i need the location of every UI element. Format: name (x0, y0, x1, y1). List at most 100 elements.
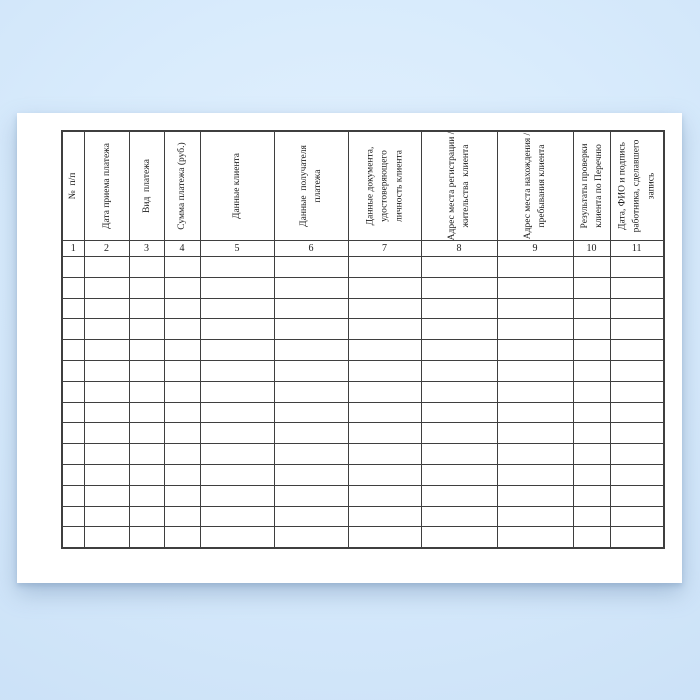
empty-cell (61, 380, 85, 403)
empty-cell (273, 505, 349, 528)
empty-cell (347, 422, 422, 445)
column-header-recipient-data: Данные получателя платежа (273, 130, 349, 241)
empty-cell (496, 401, 574, 424)
empty-cell (420, 256, 498, 278)
column-header-registration-address: Адрес места регистрации / жительства кли… (420, 130, 498, 241)
empty-cell (163, 526, 201, 549)
column-header-check-results: Результаты проверки клиента по Перечню (572, 130, 611, 241)
empty-cell (572, 484, 611, 507)
empty-cell (420, 463, 498, 486)
empty-cell (199, 505, 275, 528)
empty-cell (163, 401, 201, 424)
empty-cell (83, 256, 130, 278)
empty-cell (609, 484, 665, 507)
empty-cell (61, 297, 85, 320)
column-numbers-row: 1 2 3 4 5 6 7 8 9 10 11 (61, 240, 665, 257)
empty-cell (128, 505, 165, 528)
empty-cell (163, 505, 201, 528)
empty-cell (199, 526, 275, 549)
empty-cell (61, 359, 85, 382)
empty-cell (609, 359, 665, 382)
document-page: № п/п Дата приема платежа Вид платежа Су… (17, 113, 682, 583)
empty-cell (496, 526, 574, 549)
empty-cell (572, 401, 611, 424)
empty-cell (83, 505, 130, 528)
column-number: 4 (163, 240, 201, 257)
empty-cell (273, 297, 349, 320)
empty-cell (609, 422, 665, 445)
empty-row (61, 380, 665, 403)
empty-cell (347, 505, 422, 528)
empty-cell (420, 276, 498, 299)
empty-row (61, 443, 665, 465)
column-header-identity-document: Данные документа, удостоверяющего личнос… (347, 130, 422, 241)
empty-cell (609, 505, 665, 528)
empty-cell (273, 380, 349, 403)
empty-cell (609, 463, 665, 486)
empty-cell (128, 401, 165, 424)
empty-cell (199, 297, 275, 320)
column-header-label: Данные документа, удостоверяющего личнос… (365, 146, 404, 226)
empty-cell (128, 297, 165, 320)
empty-cell (273, 443, 349, 465)
empty-cell (496, 359, 574, 382)
empty-row (61, 422, 665, 445)
empty-cell (420, 318, 498, 341)
empty-cell (496, 256, 574, 278)
empty-cell (347, 463, 422, 486)
empty-cell (609, 297, 665, 320)
empty-cell (199, 339, 275, 361)
empty-cell (61, 422, 85, 445)
header-row: № п/п Дата приема платежа Вид платежа Су… (61, 130, 665, 241)
empty-cell (83, 359, 130, 382)
empty-cell (128, 318, 165, 341)
column-header-client-data: Данные клиента (199, 130, 275, 241)
empty-cell (420, 359, 498, 382)
empty-cell (496, 505, 574, 528)
empty-cell (128, 443, 165, 465)
empty-cell (273, 422, 349, 445)
empty-cell (420, 401, 498, 424)
empty-cell (572, 339, 611, 361)
empty-cell (273, 339, 349, 361)
empty-cell (199, 380, 275, 403)
empty-cell (572, 276, 611, 299)
empty-cell (199, 443, 275, 465)
payments-register-table: № п/п Дата приема платежа Вид платежа Су… (61, 130, 665, 550)
column-header-label: Результаты проверки клиента по Перечню (579, 143, 604, 229)
empty-cell (609, 339, 665, 361)
empty-cell (163, 443, 201, 465)
empty-cell (572, 443, 611, 465)
empty-cell (347, 484, 422, 507)
empty-cell (347, 443, 422, 465)
empty-cell (609, 526, 665, 549)
empty-cell (609, 318, 665, 341)
empty-cell (496, 380, 574, 403)
column-header-payment-amount: Сумма платежа (руб.) (163, 130, 201, 241)
empty-cell (83, 318, 130, 341)
empty-row (61, 526, 665, 549)
empty-cell (496, 484, 574, 507)
empty-cell (83, 276, 130, 299)
column-header-label: Данные клиента (231, 152, 242, 220)
column-header-payment-type: Вид платежа (128, 130, 165, 241)
empty-cell (199, 318, 275, 341)
empty-cell (199, 276, 275, 299)
empty-cell (199, 463, 275, 486)
empty-cell (128, 359, 165, 382)
empty-cell (572, 422, 611, 445)
empty-cell (163, 318, 201, 341)
column-header-label: Вид платежа (141, 159, 152, 213)
empty-cell (83, 380, 130, 403)
empty-cell (163, 359, 201, 382)
empty-cell (347, 401, 422, 424)
empty-cell (273, 401, 349, 424)
empty-row (61, 505, 665, 528)
empty-cell (420, 484, 498, 507)
column-number: 1 (61, 240, 85, 257)
column-header-label: Адрес места регистрации / жительства кли… (446, 131, 471, 241)
empty-row (61, 318, 665, 341)
column-header-label: Данные получателя платежа (298, 145, 323, 227)
empty-row (61, 463, 665, 486)
empty-cell (83, 401, 130, 424)
